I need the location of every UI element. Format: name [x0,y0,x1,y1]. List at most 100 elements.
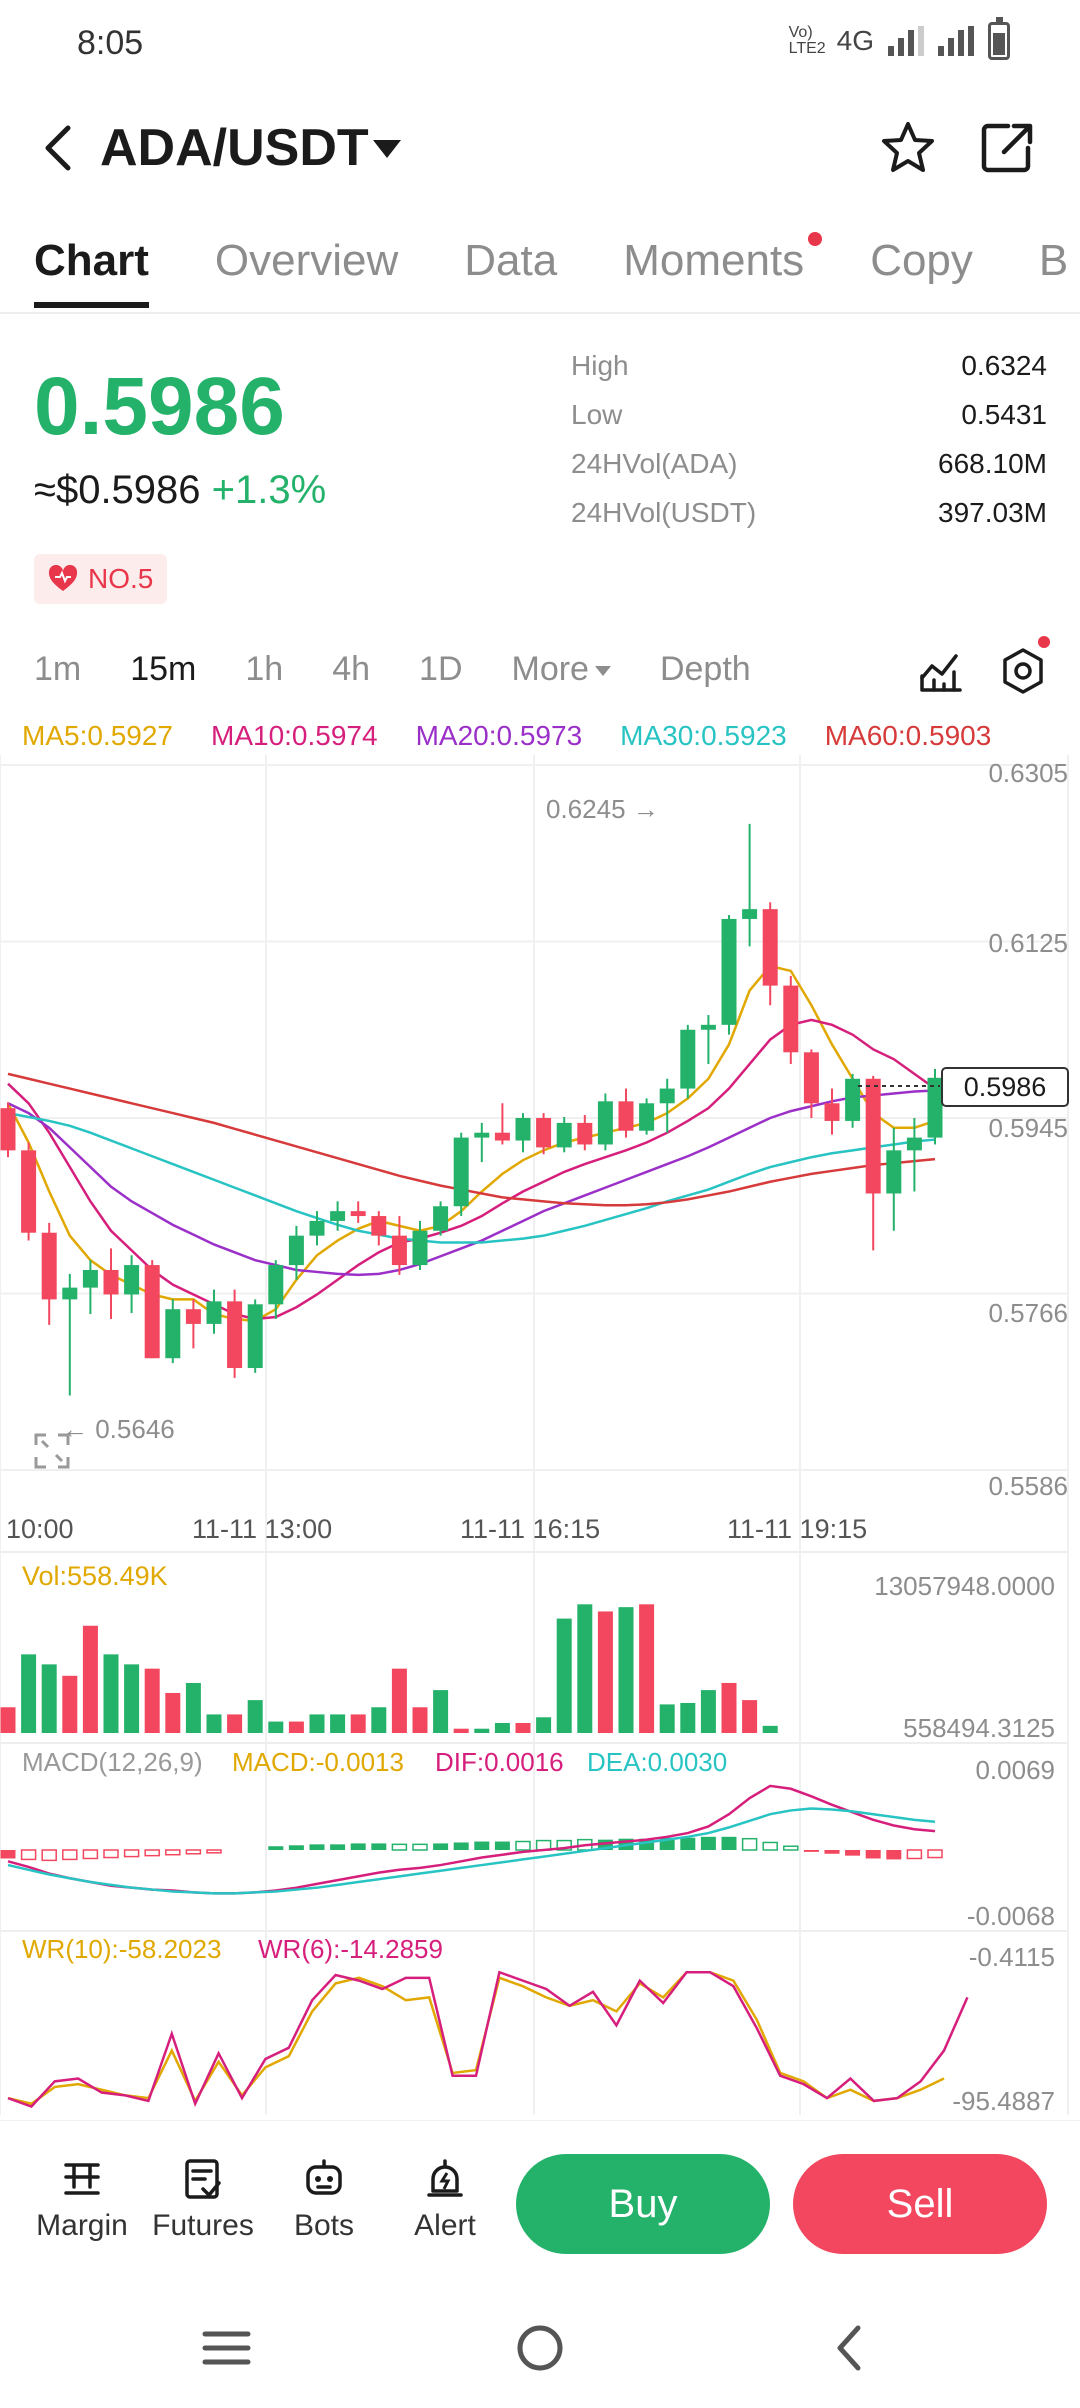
share-icon[interactable] [978,118,1038,178]
macd-bar [309,1844,325,1850]
pair-title[interactable]: ADA/USDT [100,119,369,177]
tab-overview[interactable]: Overview [214,236,399,285]
macd-bar [391,1843,408,1851]
home-icon[interactable] [517,2325,563,2371]
volume-bar [41,1664,57,1733]
candle-body [824,1103,840,1121]
candle-body [227,1301,243,1369]
y-tick-label: 0.5945 [988,1113,1068,1143]
pair-dropdown-icon[interactable] [373,140,401,158]
interval-15m[interactable]: 15m [130,650,197,688]
tab-chart[interactable]: Chart [34,236,149,308]
macd-bar [762,1841,778,1851]
margin-button[interactable]: Margin [22,2157,142,2243]
stat-label: High [571,350,629,381]
tab-copy[interactable]: Copy [870,236,973,285]
expand-icon[interactable] [34,1433,70,1469]
candle-body [906,1137,922,1151]
macd-bar [144,1849,160,1857]
futures-button[interactable]: Futures [143,2157,263,2243]
ma20-label: MA20:0.5973 [415,720,583,751]
tab-moments[interactable]: Moments [623,232,823,286]
candle-body [577,1122,593,1145]
volume-bars [0,1604,778,1733]
wr-panel [7,1970,969,2108]
candle-body [556,1122,572,1148]
usd-value: ≈$0.5986 [34,468,201,512]
macd-bar [185,1849,202,1855]
tab-data[interactable]: Data [464,236,558,285]
buy-button[interactable]: Buy [516,2154,770,2254]
x-tick-label: 11-11 13:00 [192,1514,332,1544]
tabs-divider [0,312,1080,314]
rank-badge[interactable]: NO.5 [34,554,168,604]
wr6-line [7,1970,969,2108]
macd-bar [82,1849,99,1860]
max-price-marker: 0.6245 → [546,794,659,824]
interval-1m[interactable]: 1m [34,650,82,688]
settings-icon[interactable] [998,646,1048,696]
candle-body [391,1235,407,1266]
interval-4h[interactable]: 4h [332,650,371,688]
candle-body [680,1029,696,1089]
more-caret-icon [594,666,611,677]
interval-more[interactable]: More [512,650,611,689]
candle-body [350,1211,366,1217]
back-nav-icon[interactable] [837,2325,861,2371]
macd-bar [556,1839,572,1851]
ma5-label: MA5:0.5927 [22,720,173,751]
volume-bar [144,1668,160,1733]
wr6-label: WR(6):-14.2859 [258,1934,443,1964]
volume-bar [597,1611,613,1733]
interval-1h[interactable]: 1h [245,650,284,688]
futures-label: Futures [152,2209,254,2242]
candle-body [247,1304,263,1369]
candle-body [185,1309,201,1324]
ma10-label: MA10:0.5974 [211,720,378,751]
macd-bar [721,1836,737,1850]
volume-bar [62,1675,78,1733]
macd-bar [597,1839,613,1850]
stat-value: 0.5431 [961,399,1047,430]
candle-body [82,1269,98,1288]
macd-bar [474,1841,490,1850]
stat-label: 24HVol(USDT) [571,497,757,528]
interval-bar: 1m 15m 1h 4h 1D More Depth [34,650,800,689]
sell-button[interactable]: Sell [793,2154,1047,2254]
price-change: +1.3% [211,468,327,512]
bots-button[interactable]: Bots [264,2157,384,2243]
margin-label: Margin [36,2209,128,2242]
volume-bar [639,1604,655,1733]
alert-button[interactable]: Alert [385,2157,505,2243]
interval-1d[interactable]: 1D [419,650,463,688]
price-chart[interactable]: 0.6305 0.6125 0.5945 0.5766 0.5586 10:00… [0,755,1080,2115]
macd-bar [288,1845,304,1850]
macd-bar [165,1849,181,1856]
candle-body [474,1132,490,1138]
macd-value: MACD:-0.0013 [232,1747,404,1777]
macd-bar [494,1841,510,1850]
volume-bar [433,1690,449,1733]
status-icons: Vo) LTE2 4G [789,17,1010,60]
system-nav-bar [202,2325,861,2371]
y-tick-label: 0.6125 [988,928,1068,958]
volume-bar [700,1690,716,1733]
macd-bar [123,1849,140,1858]
ma30-line [7,1111,936,1244]
depth-tab[interactable]: Depth [659,650,751,688]
back-icon[interactable] [30,118,90,178]
recent-apps-icon[interactable] [202,2331,251,2365]
tab-more-cut[interactable]: B [1038,236,1069,285]
macd-dif-line [7,1784,936,1895]
tab-bar: Chart Overview Data Moments Copy B [34,232,1080,308]
candle-body [41,1232,57,1300]
bots-label: Bots [293,2209,355,2242]
star-icon[interactable] [878,118,938,178]
indicator-icon[interactable] [916,646,966,696]
volume-min-label: 558494.3125 [903,1713,1055,1743]
volume-bar [371,1707,387,1733]
ma30-label: MA30:0.5923 [620,720,787,751]
alert-label: Alert [414,2209,476,2242]
macd-max-label: 0.0069 [975,1755,1055,1785]
ma5-line [6,964,936,1323]
